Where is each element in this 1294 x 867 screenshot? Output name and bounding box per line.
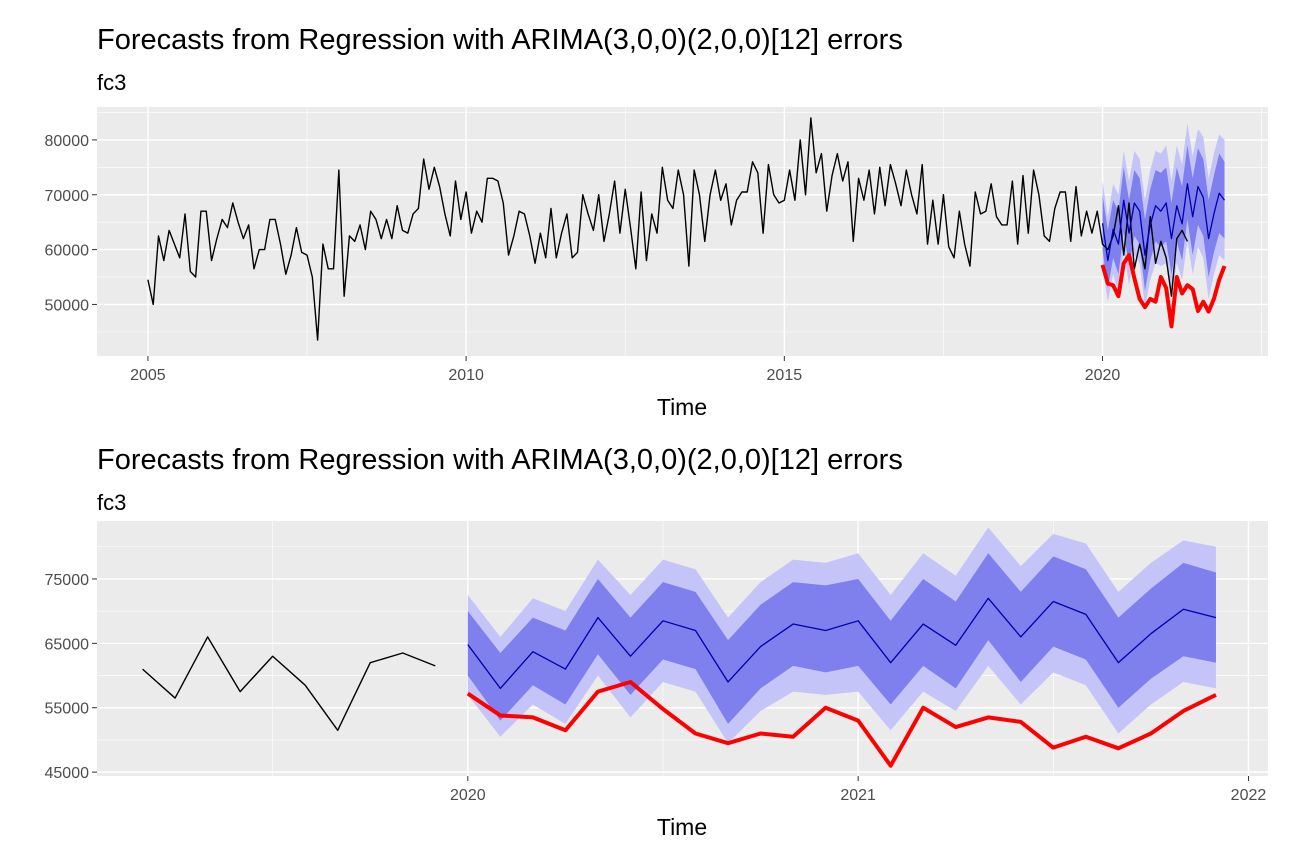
- history-series-line: [142, 636, 436, 731]
- x-axis-label: Time: [656, 814, 708, 840]
- minor-gridlines: [97, 107, 1268, 356]
- forecast-mean-line: [467, 597, 1217, 690]
- actual-series-line: [466, 679, 1217, 768]
- y-tick-label: 70000: [45, 188, 90, 205]
- chart-title: Forecasts from Regression with ARIMA(3,0…: [97, 444, 903, 476]
- y-tick-label: 50000: [45, 297, 90, 314]
- actual-series-line: [1100, 253, 1227, 329]
- y-tick-label: 65000: [45, 636, 90, 653]
- chart-subtitle: fc3: [97, 490, 127, 515]
- forecast-plot-full: 50000 60000 70000 80000 2005 2010 2015 2020: [45, 107, 1268, 384]
- history-series-line: [147, 117, 1189, 341]
- y-tick-label: 60000: [45, 243, 90, 260]
- y-tick-label: 80000: [45, 133, 90, 150]
- chart-panel-full: Forecasts from Regression with ARIMA(3,0…: [0, 0, 1294, 430]
- x-tick-label: 2005: [130, 367, 166, 384]
- y-tick-label: 75000: [45, 572, 90, 589]
- plot-background: [97, 107, 1268, 356]
- x-tick-label: 2010: [448, 367, 484, 384]
- x-tick-label: 2022: [1231, 787, 1267, 804]
- major-gridlines: [97, 107, 1268, 356]
- chart-panel-zoom: Forecasts from Regression with ARIMA(3,0…: [0, 430, 1294, 867]
- forecast-plot-zoom: 45000 55000 65000 75000 2020 2021 2022: [45, 521, 1268, 804]
- x-axis-label: Time: [656, 394, 708, 420]
- chart-subtitle: fc3: [97, 70, 127, 95]
- y-tick-label: 55000: [45, 701, 90, 718]
- prediction-interval-80: [1102, 145, 1225, 291]
- forecast-mean-line: [1101, 183, 1226, 262]
- x-tick-label: 2021: [840, 787, 876, 804]
- chart-title: Forecasts from Regression with ARIMA(3,0…: [97, 24, 903, 56]
- x-tick-label: 2020: [1085, 367, 1121, 384]
- x-tick-label: 2015: [767, 367, 803, 384]
- x-tick-label: 2020: [450, 787, 486, 804]
- prediction-interval-80: [467, 553, 1216, 724]
- y-tick-label: 45000: [45, 765, 90, 782]
